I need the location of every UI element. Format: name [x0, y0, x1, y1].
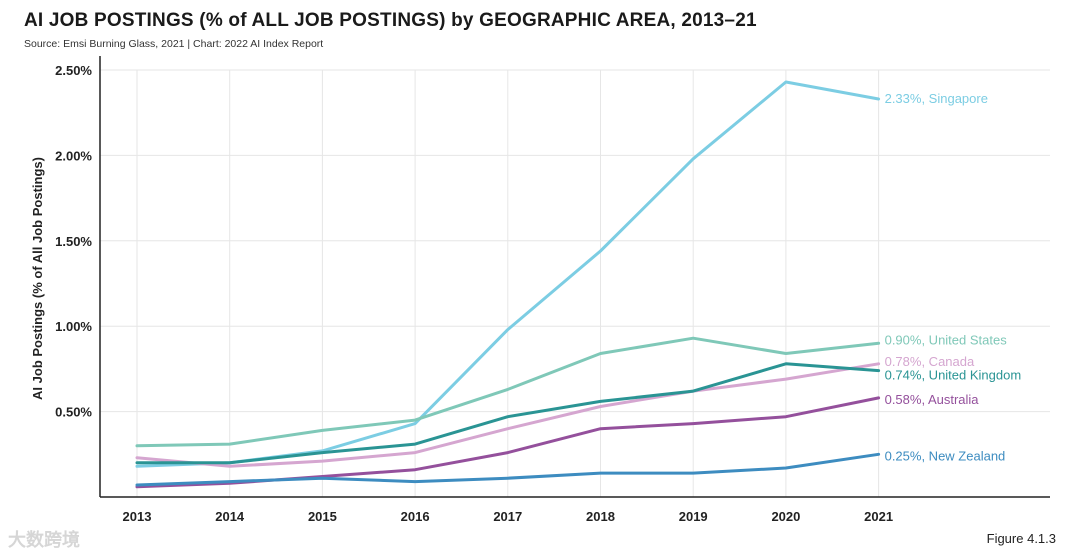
y-axis-label: AI Job Postings (% of All Job Postings) — [30, 157, 45, 400]
x-tick-label: 2020 — [771, 509, 800, 524]
series-line-united-states — [135, 336, 881, 448]
series-lines — [135, 80, 881, 489]
series-label-canada: 0.78%, Canada — [885, 354, 975, 369]
x-tick-label: 2021 — [864, 509, 893, 524]
figure-number: Figure 4.1.3 — [986, 531, 1056, 546]
x-tick-label: 2015 — [308, 509, 337, 524]
y-tick-labels: 0.50% 1.00% 1.50% 2.00% 2.50% — [55, 63, 92, 420]
y-tick-label: 2.00% — [55, 148, 92, 163]
series-label-australia: 0.58%, Australia — [885, 392, 980, 407]
x-tick-labels: 2013 2014 2015 2016 2017 2018 2019 2020 2021 — [123, 509, 894, 524]
x-tick-label: 2013 — [123, 509, 152, 524]
chart-title: AI JOB POSTINGS (% of ALL JOB POSTINGS) … — [24, 10, 757, 31]
y-tick-label: 0.50% — [55, 405, 92, 420]
y-tick-label: 1.50% — [55, 234, 92, 249]
series-labels: 2.33%, Singapore 0.90%, United States 0.78… — [885, 91, 1022, 463]
watermark: 大数跨境 — [8, 530, 80, 550]
x-tick-label: 2017 — [493, 509, 522, 524]
series-label-united-states: 0.90%, United States — [885, 332, 1008, 347]
x-tick-label: 2018 — [586, 509, 615, 524]
series-line-canada — [135, 362, 881, 468]
y-tick-label: 2.50% — [55, 63, 92, 78]
chart-source: Source: Emsi Burning Glass, 2021 | Chart… — [24, 38, 324, 50]
x-tick-label: 2019 — [679, 509, 708, 524]
series-label-new-zealand: 0.25%, New Zealand — [885, 448, 1006, 463]
gridlines — [100, 69, 1050, 497]
series-label-singapore: 2.33%, Singapore — [885, 91, 988, 106]
series-label-united-kingdom: 0.74%, United Kingdom — [885, 368, 1022, 383]
series-line-united-kingdom — [135, 362, 881, 465]
axes — [99, 56, 1050, 498]
series-line-new-zealand — [135, 452, 881, 487]
y-tick-label: 1.00% — [55, 319, 92, 334]
x-tick-label: 2016 — [401, 509, 430, 524]
x-tick-label: 2014 — [215, 509, 245, 524]
